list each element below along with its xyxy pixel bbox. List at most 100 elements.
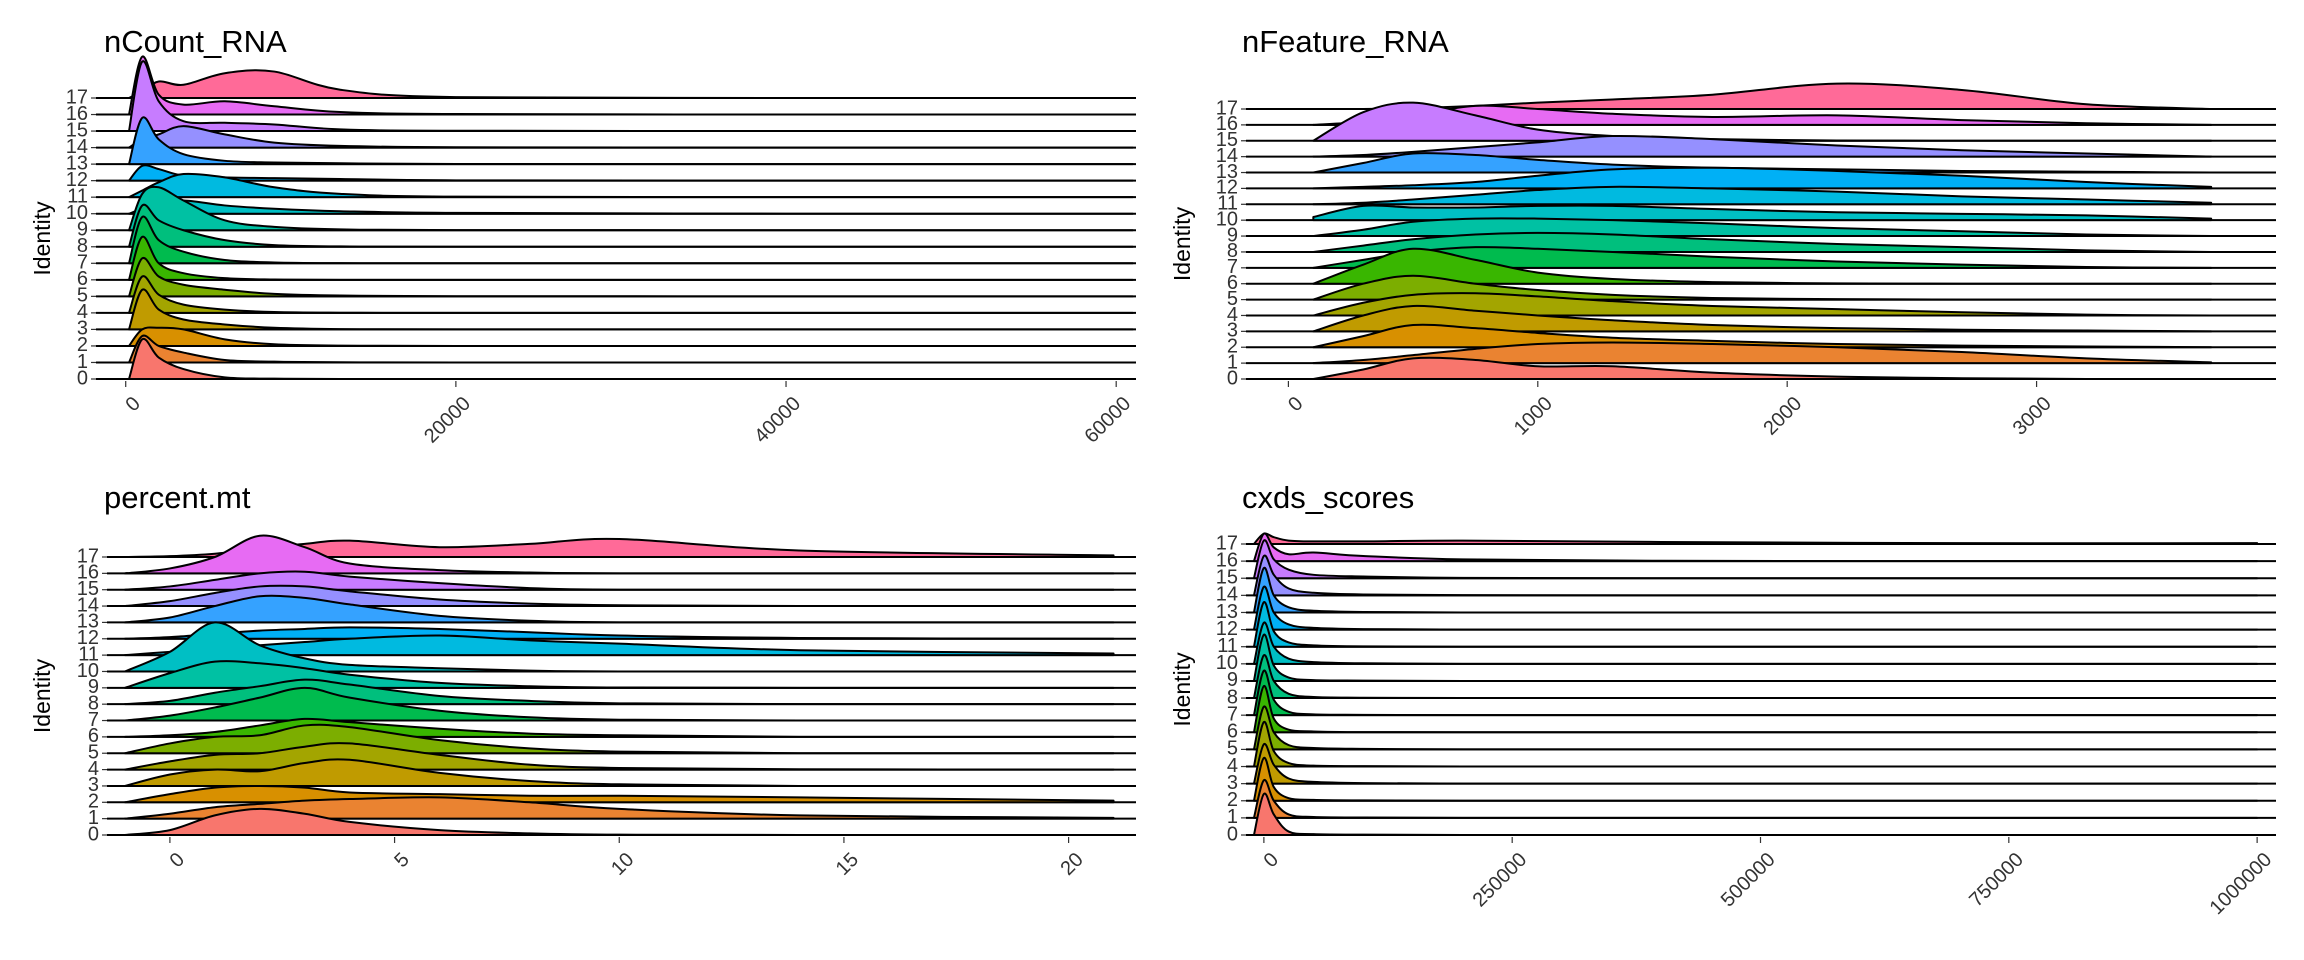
ridge: [123, 584, 1115, 608]
ridge: [128, 235, 1134, 281]
ridge: [1252, 621, 2259, 665]
y-tick-label: 0: [1227, 823, 1238, 845]
y-axis-label: Identity: [29, 201, 55, 276]
y-tick-label: 14: [1216, 145, 1238, 167]
y-tick-label: 7: [1227, 703, 1238, 725]
y-tick-label: 15: [1216, 129, 1238, 151]
y-tick-label: 12: [66, 169, 88, 191]
y-tick-label: 8: [88, 692, 99, 714]
y-tick-label: 15: [77, 578, 99, 600]
ridge: [1252, 721, 2259, 768]
y-tick-label: 8: [1227, 686, 1238, 708]
ridge: [1312, 292, 2213, 317]
ridge: [1252, 792, 2259, 837]
y-tick-label: 13: [1216, 601, 1238, 623]
ridge: [1252, 554, 2259, 597]
ridge: [1312, 185, 2213, 206]
ridge: [128, 60, 1134, 133]
y-tick-label: 3: [77, 318, 88, 340]
ridge: [1312, 204, 2213, 222]
ridge: [1252, 743, 2259, 785]
ridge: [1252, 705, 2259, 751]
ridge: [123, 678, 1115, 706]
y-tick-label: 0: [77, 367, 88, 389]
panel-title: nFeature_RNA: [1242, 24, 1449, 59]
ridge: [1312, 341, 2213, 365]
y-tick-label: 17: [66, 86, 88, 108]
ridge: [1312, 323, 2213, 349]
ridge: [123, 796, 1115, 820]
y-tick-label: 11: [67, 185, 88, 207]
y-tick-label: 16: [1216, 549, 1238, 571]
ridge: [123, 660, 1115, 689]
ridge: [1312, 166, 2213, 190]
ridge: [1252, 654, 2259, 700]
y-tick-label: 8: [77, 235, 88, 257]
y-tick-label: 4: [1227, 755, 1238, 777]
ridge: [123, 686, 1115, 722]
ridge: [128, 55, 1134, 116]
y-tick-label: 17: [77, 545, 99, 567]
y-tick-label: 9: [1227, 224, 1238, 246]
y-tick-label: 6: [1227, 721, 1238, 743]
y-tick-label: 17: [1216, 97, 1238, 119]
ridge: [1312, 356, 2213, 381]
ridge: [1252, 779, 2259, 819]
y-tick-label: 16: [1216, 113, 1238, 135]
ridge: [128, 334, 1134, 364]
panel-title: cxds_scores: [1242, 480, 1414, 515]
y-tick-label: 7: [77, 252, 88, 274]
y-tick-label: 15: [1216, 567, 1238, 589]
ridge: [123, 537, 1115, 558]
y-axis-label: Identity: [1169, 652, 1195, 727]
y-tick-label: 5: [88, 742, 99, 764]
ridge: [1252, 601, 2259, 648]
y-tick-label: 1: [77, 351, 88, 373]
ridge: [128, 275, 1134, 314]
y-tick-label: 10: [1216, 208, 1238, 230]
y-tick-label: 14: [66, 136, 88, 158]
ridge: [128, 116, 1134, 166]
y-tick-label: 16: [66, 103, 88, 125]
y-tick-label: 3: [1227, 320, 1238, 342]
y-tick-label: 0: [88, 823, 99, 845]
ridge: [128, 69, 1134, 100]
y-tick-label: 16: [77, 562, 99, 584]
y-tick-label: 6: [88, 725, 99, 747]
y-tick-label: 4: [1227, 304, 1238, 326]
ridge: [1252, 685, 2259, 734]
y-tick-label: 9: [88, 676, 99, 698]
ridge: [123, 807, 1115, 837]
y-tick-label: 5: [1227, 288, 1238, 310]
y-tick-label: 12: [1216, 618, 1238, 640]
y-tick-label: 6: [1227, 272, 1238, 294]
ridge: [1252, 566, 2259, 614]
ridge: [123, 594, 1115, 624]
y-tick-label: 14: [77, 594, 99, 616]
y-tick-label: 1: [1227, 806, 1238, 828]
y-tick-label: 2: [1227, 789, 1238, 811]
y-tick-label: 2: [77, 334, 88, 356]
ridge: [1252, 756, 2259, 802]
y-axis-label: Identity: [1169, 206, 1195, 281]
ridge: [1312, 231, 2213, 253]
y-tick-label: 10: [1216, 652, 1238, 674]
y-axis-label: Identity: [29, 658, 55, 733]
ridge: [128, 256, 1134, 298]
ridge: [123, 758, 1115, 787]
ridge: [1252, 669, 2259, 717]
y-tick-label: 13: [77, 611, 99, 633]
ridge: [1252, 532, 2259, 563]
ridge: [128, 172, 1134, 199]
y-tick-label: 8: [1227, 240, 1238, 262]
y-tick-label: 2: [88, 791, 99, 813]
y-tick-label: 12: [1216, 177, 1238, 199]
y-tick-label: 5: [77, 285, 88, 307]
ridge: [128, 288, 1134, 331]
y-tick-label: 0: [1227, 367, 1238, 389]
ridge: [128, 326, 1134, 347]
y-tick-label: 4: [77, 301, 88, 323]
y-tick-label: 1: [88, 807, 99, 829]
panel-title: percent.mt: [104, 480, 251, 515]
y-tick-label: 7: [88, 709, 99, 731]
